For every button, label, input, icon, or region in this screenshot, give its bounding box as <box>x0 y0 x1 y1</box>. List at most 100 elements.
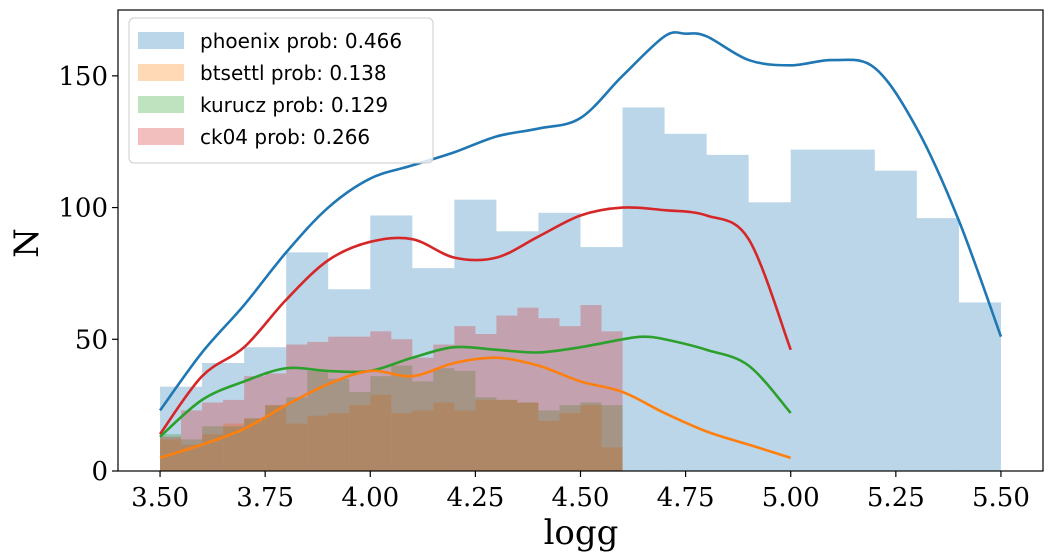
ck04-bar <box>538 318 560 471</box>
phoenix-bar <box>538 212 581 471</box>
ck04-bar <box>391 339 413 471</box>
phoenix-bar <box>580 247 623 471</box>
btsettl-bar <box>181 444 203 471</box>
kde-curves <box>158 31 1003 460</box>
kurucz-bar <box>538 410 560 471</box>
y-tick-label: 150 <box>58 62 108 92</box>
btsettl-bar <box>307 415 329 471</box>
x-tick-label: 5.50 <box>972 483 1030 513</box>
phoenix-kde-line <box>158 31 1003 412</box>
kurucz-bar <box>223 426 245 471</box>
btsettl-bar <box>328 413 350 471</box>
btsettl-bar <box>475 399 497 471</box>
x-tick-label: 4.00 <box>341 483 399 513</box>
x-tick-label: 3.75 <box>236 483 294 513</box>
y-axis-label: N <box>7 228 47 258</box>
kurucz-bar <box>496 399 518 471</box>
ck04-bar <box>475 334 497 471</box>
ck04-bar <box>370 331 392 471</box>
btsettl-bar <box>454 410 476 471</box>
ck04-bar <box>517 307 539 471</box>
kurucz-bar <box>265 405 287 471</box>
btsettl-bar <box>517 402 539 471</box>
x-tick-label: 3.50 <box>131 483 189 513</box>
phoenix-bar <box>832 149 875 472</box>
kurucz-bar <box>349 391 371 471</box>
y-tick-label: 100 <box>58 194 108 224</box>
y-axis-ticks: 0 50 100 150 <box>58 62 118 487</box>
phoenix-bar <box>622 107 665 472</box>
x-tick-label: 4.50 <box>552 483 610 513</box>
phoenix-bar <box>790 149 833 472</box>
phoenix-bar <box>664 133 707 471</box>
ck04-legend-label: ck04 prob: 0.266 <box>200 125 370 149</box>
kurucz-legend-swatch <box>138 96 184 113</box>
y-tick-label: 0 <box>91 457 108 487</box>
kurucz-histogram <box>160 365 623 471</box>
phoenix-bar <box>706 154 749 471</box>
ck04-bar <box>496 315 518 471</box>
kurucz-bar <box>244 418 266 471</box>
ck04-bar <box>202 402 224 471</box>
kurucz-bar <box>559 405 581 471</box>
x-axis-label: logg <box>544 513 619 553</box>
btsettl-bar <box>601 447 623 471</box>
kurucz-legend-label: kurucz prob: 0.129 <box>200 93 388 117</box>
kurucz-bar <box>580 402 602 471</box>
kurucz-bar <box>517 402 539 471</box>
ck04-bar <box>559 326 581 471</box>
kurucz-bar <box>328 378 350 471</box>
phoenix-legend-swatch <box>138 32 184 49</box>
kurucz-kde-line <box>159 335 792 438</box>
x-axis-ticks: 3.50 3.75 4.00 4.25 4.50 4.75 5.00 5.25 5.50 <box>131 471 1030 513</box>
kurucz-bar <box>307 370 329 471</box>
btsettl-legend-label: btsettl prob: 0.138 <box>200 61 387 85</box>
ck04-legend-swatch <box>138 128 184 145</box>
kurucz-bar <box>475 397 497 471</box>
kurucz-bar <box>160 434 182 471</box>
ck04-histogram <box>160 305 623 471</box>
y-tick-label: 50 <box>75 325 108 355</box>
btsettl-bar <box>370 394 392 471</box>
ck04-bar <box>433 344 455 471</box>
btsettl-legend-swatch <box>138 64 184 81</box>
kurucz-bar <box>370 376 392 471</box>
ck04-bar <box>307 341 329 471</box>
phoenix-bar <box>958 302 1001 471</box>
kurucz-bar <box>412 381 434 471</box>
btsettl-bar <box>286 423 308 471</box>
kurucz-bar <box>202 426 224 471</box>
ck04-bar <box>181 410 203 471</box>
btsettl-bar <box>559 413 581 471</box>
btsettl-bar <box>433 402 455 471</box>
ck04-bar <box>601 331 623 471</box>
ck04-bar <box>349 336 371 471</box>
btsettl-kde-line <box>159 356 792 460</box>
ck04-bar <box>223 399 245 471</box>
ck04-bar <box>265 373 287 471</box>
phoenix-bar <box>454 199 497 471</box>
btsettl-bar <box>496 399 518 471</box>
kurucz-bar <box>433 368 455 471</box>
kurucz-bar <box>601 405 623 471</box>
btsettl-bar <box>244 418 266 471</box>
phoenix-bar <box>748 202 791 471</box>
btsettl-bar <box>412 410 434 471</box>
legend: phoenix prob: 0.466 btsettl prob: 0.138 ku… <box>128 17 434 164</box>
phoenix-bar <box>916 218 959 471</box>
ck04-bar <box>328 336 350 471</box>
btsettl-bar <box>538 420 560 471</box>
x-tick-label: 4.75 <box>657 483 715 513</box>
kurucz-bar <box>454 370 476 471</box>
btsettl-bar <box>580 405 602 471</box>
ck04-bar <box>412 357 434 471</box>
x-tick-label: 5.00 <box>762 483 820 513</box>
btsettl-bar <box>349 405 371 471</box>
kurucz-bar <box>391 365 413 471</box>
ck04-bar <box>286 344 308 471</box>
phoenix-bar <box>286 252 329 471</box>
legend-frame <box>128 17 434 164</box>
phoenix-bar <box>370 215 413 471</box>
kurucz-bar <box>286 397 308 471</box>
